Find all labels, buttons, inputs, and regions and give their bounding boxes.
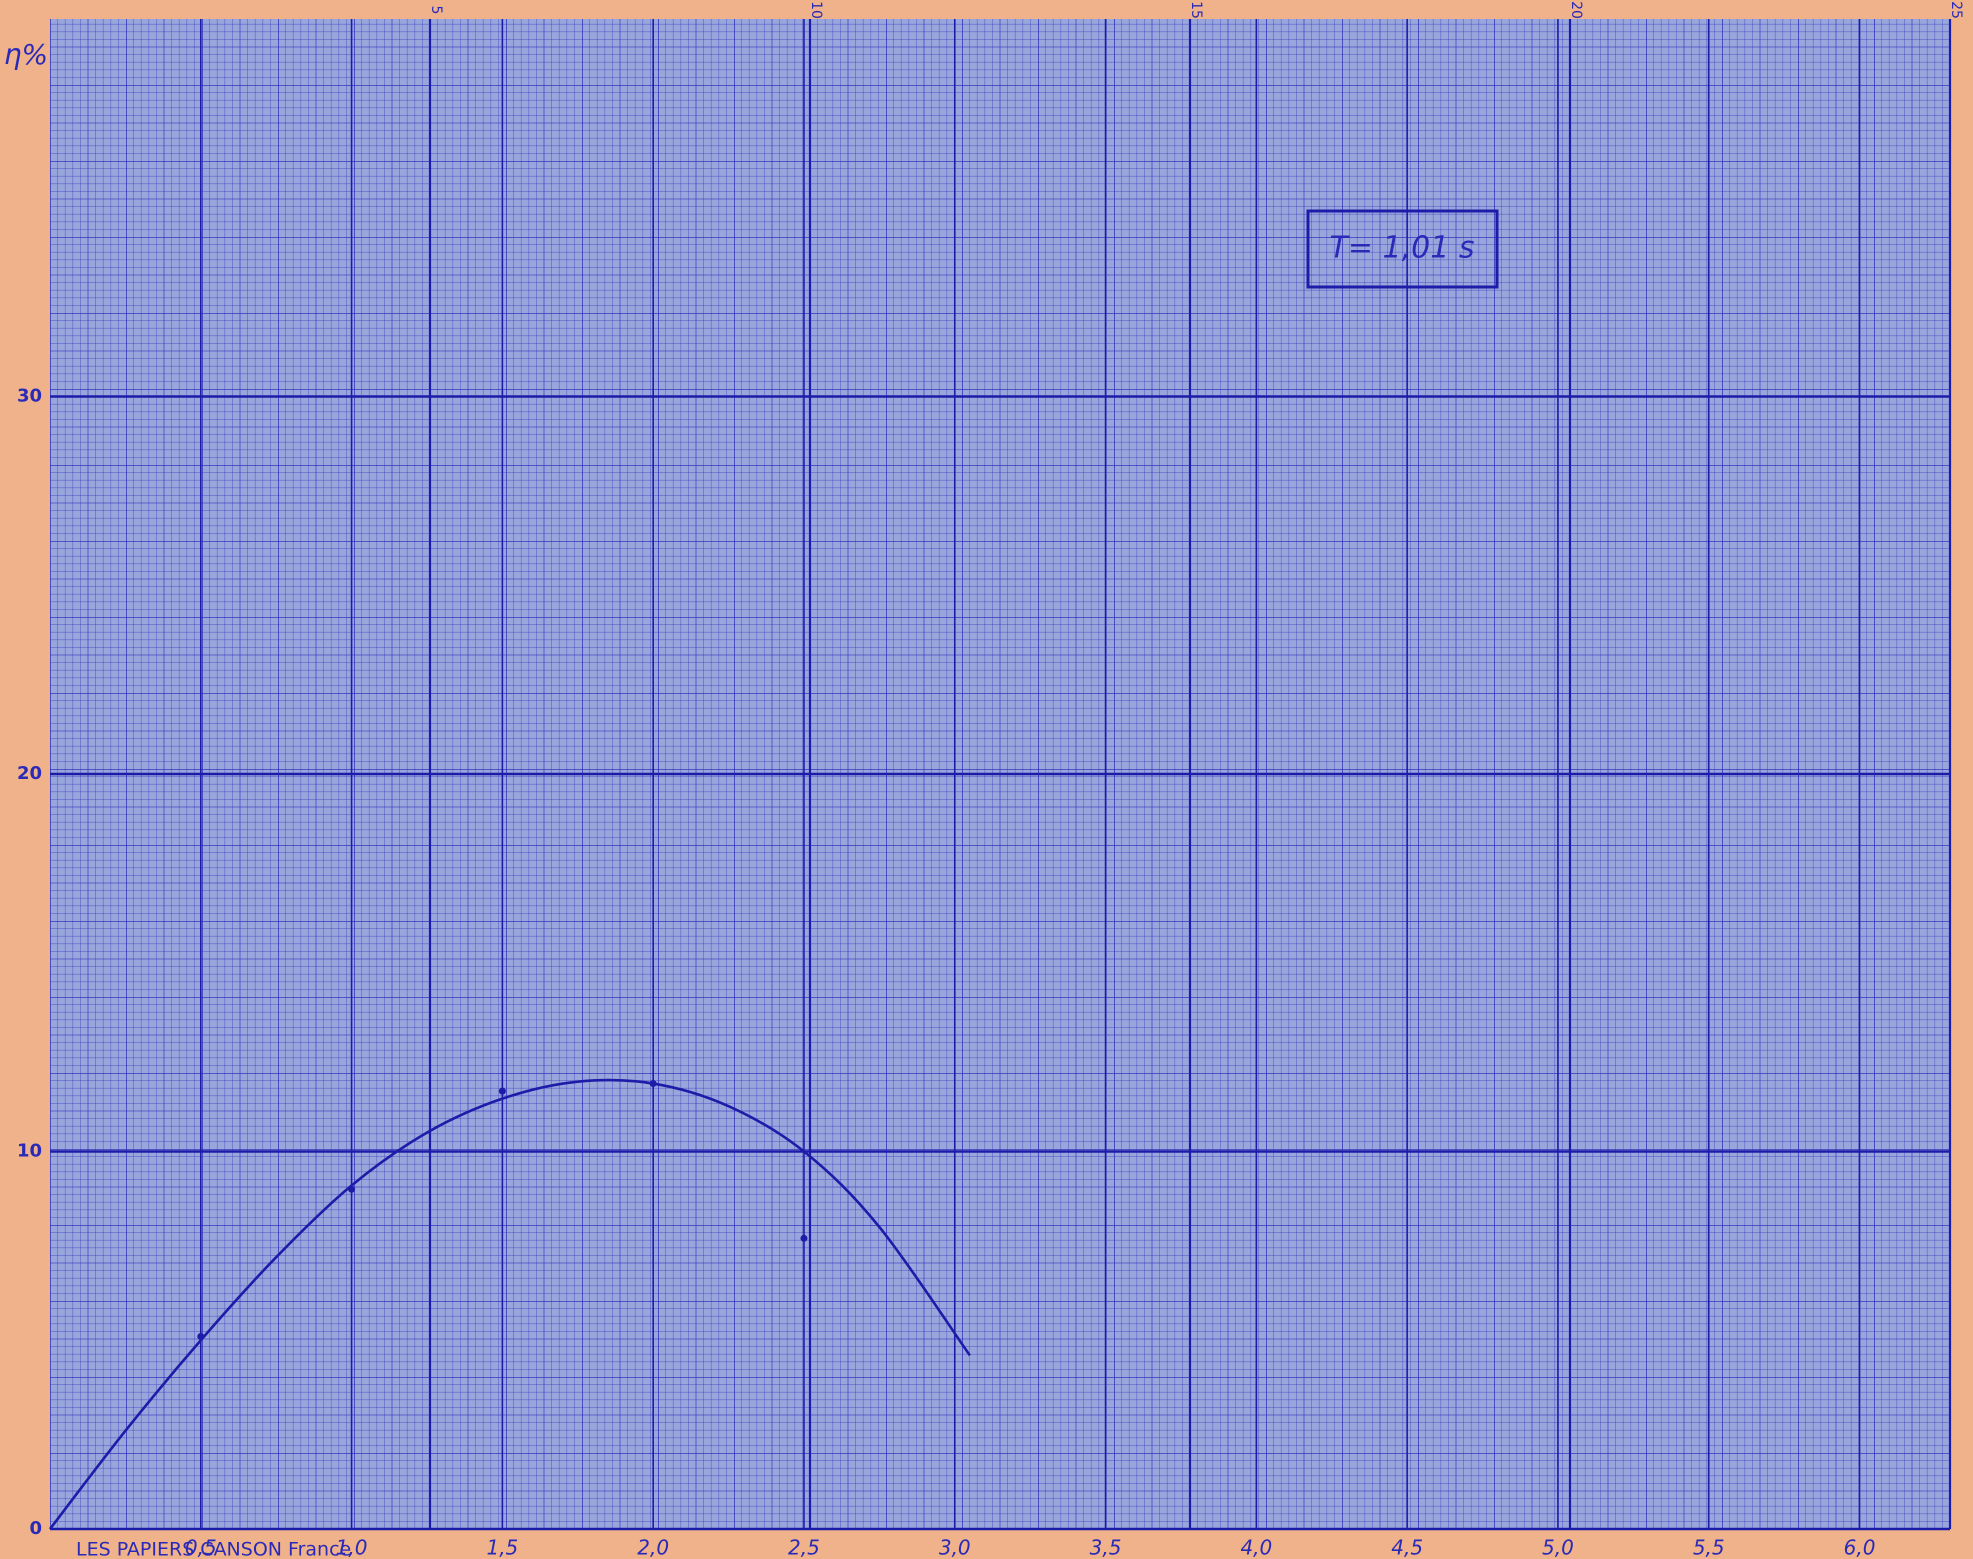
x-tick-label: 3,0: [939, 1536, 971, 1559]
data-point: [650, 1080, 657, 1087]
x2-tick-label: 10: [808, 1, 824, 19]
x2-tick-label: 15: [1188, 1, 1204, 19]
x2-tick-label: 5: [428, 6, 444, 15]
y-tick-label: 20: [17, 763, 42, 784]
data-point: [499, 1088, 506, 1095]
x2-tick-label: 20: [1568, 1, 1584, 19]
data-point: [348, 1186, 355, 1193]
y-tick-label: 30: [17, 386, 42, 407]
x-tick-label: 5,0: [1542, 1536, 1574, 1559]
paper-imprint: LES PAPIERS CANSON France: [76, 1539, 351, 1559]
x-tick-label: 6,0: [1844, 1536, 1876, 1559]
y-tick-label: 0: [29, 1518, 42, 1539]
x2-tick-label: 25: [1948, 1, 1964, 19]
x-tick-label: 2,0: [637, 1536, 669, 1559]
y-axis-label: η%: [4, 38, 48, 71]
x-tick-label: 4,5: [1391, 1536, 1423, 1559]
y-tick-label: 10: [17, 1141, 42, 1162]
x-tick-label: 1,5: [486, 1536, 518, 1559]
x-tick-label: 3,5: [1090, 1536, 1122, 1559]
chart: 01020300,51,01,52,02,53,03,54,04,55,05,5…: [0, 0, 1973, 1559]
x-tick-label: 4,0: [1240, 1536, 1272, 1559]
data-point: [197, 1333, 204, 1340]
x-tick-label: 2,5: [788, 1536, 820, 1559]
data-point: [800, 1235, 807, 1242]
annotation: T= 1,01 s: [1330, 231, 1475, 266]
x-tick-label: 5,5: [1693, 1536, 1725, 1559]
